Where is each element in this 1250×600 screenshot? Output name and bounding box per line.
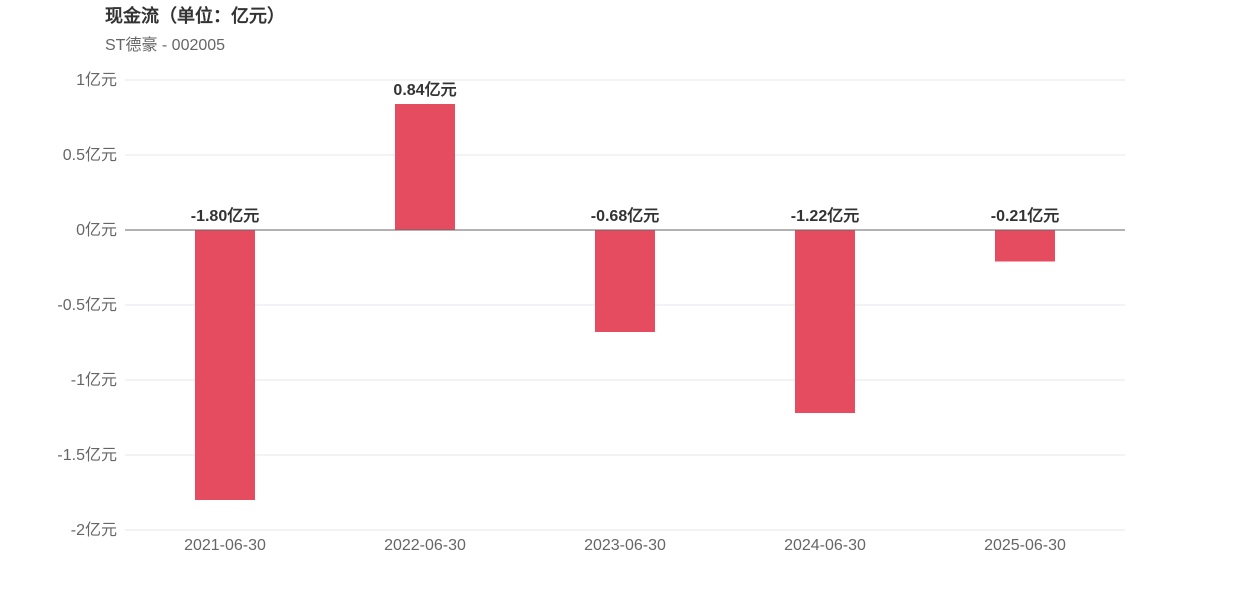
data-label: -0.68亿元 (591, 206, 659, 225)
x-tick-label: 2024-06-30 (784, 537, 866, 554)
y-tick-label: -0.5亿元 (57, 296, 117, 314)
bar (195, 230, 255, 500)
y-tick-label: 0亿元 (76, 221, 117, 239)
y-tick-label: 0.5亿元 (63, 146, 117, 164)
bar (595, 230, 655, 332)
y-tick-label: -1亿元 (71, 371, 117, 389)
data-label: 0.84亿元 (393, 80, 456, 99)
data-label: -1.80亿元 (191, 206, 259, 225)
y-tick-label: -2亿元 (71, 521, 117, 539)
x-tick-label: 2022-06-30 (384, 537, 466, 554)
x-tick-label: 2021-06-30 (184, 537, 266, 554)
y-tick-label: 1亿元 (76, 71, 117, 89)
bar (395, 104, 455, 230)
x-tick-label: 2025-06-30 (984, 537, 1066, 554)
bar (795, 230, 855, 413)
data-label: -0.21亿元 (991, 206, 1059, 225)
data-label: -1.22亿元 (791, 206, 859, 225)
bar (995, 230, 1055, 262)
chart-title: 现金流（单位：亿元） (105, 6, 285, 26)
y-tick-label: -1.5亿元 (57, 446, 117, 464)
x-tick-label: 2023-06-30 (584, 537, 666, 554)
chart-subtitle: ST德豪 - 002005 (105, 37, 226, 54)
